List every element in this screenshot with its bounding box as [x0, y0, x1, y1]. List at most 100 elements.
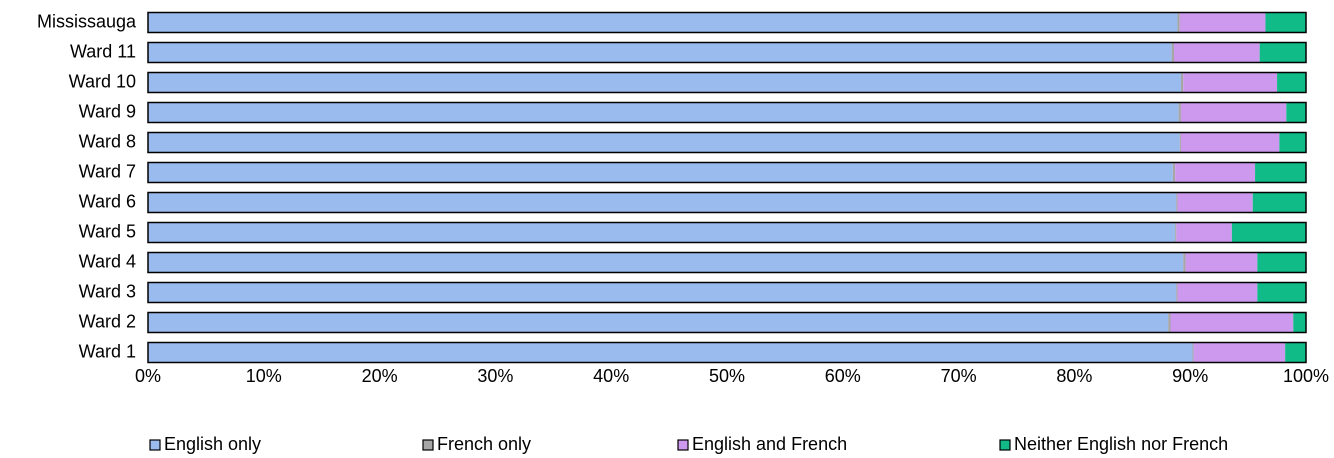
- x-tick-label: 10%: [246, 366, 282, 386]
- x-tick-label: 50%: [709, 366, 745, 386]
- bar-outline-ward-4: [147, 251, 1307, 274]
- bar-segment-ward-11-neither-english-nor-french: [1259, 42, 1306, 63]
- bars-layer: [147, 11, 1307, 364]
- bar-segment-ward-7-neither-english-nor-french: [1255, 162, 1306, 183]
- bar-segment-ward-2-french-only: [1168, 312, 1171, 333]
- legend-item-french-only: French only: [422, 434, 531, 454]
- bar-segment-ward-5-neither-english-nor-french: [1231, 222, 1306, 243]
- bar-segment-ward-7-french-only: [1172, 162, 1176, 183]
- x-tick-label: 0%: [135, 366, 161, 386]
- bar-segment-ward-3-french-only: [1176, 282, 1178, 303]
- bar-outline-ward-5: [147, 221, 1307, 244]
- legend-swatch-neither-english-nor-french: [999, 439, 1011, 451]
- legend-label-french-only: French only: [437, 434, 531, 454]
- category-label-ward-6: Ward 6: [79, 191, 136, 211]
- legend-label-neither-english-nor-french: Neither English nor French: [1014, 434, 1228, 454]
- bar-segment-ward-6-neither-english-nor-french: [1252, 192, 1306, 213]
- category-labels: Mississauga Ward 11 Ward 10 Ward 9 Ward 8 War…: [37, 11, 137, 361]
- bar-segment-ward-3-neither-english-nor-french: [1257, 282, 1306, 303]
- bar-segment-mississauga-english-and-french: [1179, 12, 1266, 33]
- category-label-ward-1: Ward 1: [79, 341, 136, 361]
- bar-segment-ward-1-english-and-french: [1193, 342, 1286, 363]
- bar-segment-ward-4-english-and-french: [1185, 252, 1258, 273]
- x-tick-label: 40%: [593, 366, 629, 386]
- bar-segment-ward-11-french-only: [1171, 42, 1174, 63]
- category-label-ward-10: Ward 10: [69, 71, 136, 91]
- bar-segment-ward-11-english-and-french: [1173, 42, 1260, 63]
- bar-segment-ward-3-english-only: [148, 282, 1177, 303]
- bar-outline-ward-11: [147, 41, 1307, 64]
- bar-segment-ward-10-french-only: [1180, 72, 1184, 93]
- bar-segment-ward-11-english-only: [148, 42, 1172, 63]
- bar-segment-ward-4-english-only: [148, 252, 1184, 273]
- category-label-ward-4: Ward 4: [79, 251, 136, 271]
- legend-item-english-only: English only: [149, 434, 261, 454]
- bar-segment-ward-4-neither-english-nor-french: [1257, 252, 1306, 273]
- bar-segment-ward-1-neither-english-nor-french: [1285, 342, 1306, 363]
- category-label-ward-2: Ward 2: [79, 311, 136, 331]
- bar-segment-ward-9-french-only: [1178, 102, 1181, 123]
- bar-segment-ward-10-english-only: [148, 72, 1181, 93]
- bar-outline-ward-2: [147, 311, 1307, 334]
- category-label-mississauga: Mississauga: [37, 11, 137, 31]
- bar-segment-ward-7-english-only: [148, 162, 1173, 183]
- bar-segment-ward-10-neither-english-nor-french: [1277, 72, 1306, 93]
- x-tick-label: 100%: [1283, 366, 1329, 386]
- bar-segment-ward-6-english-and-french: [1177, 192, 1253, 213]
- x-tick-label: 30%: [477, 366, 513, 386]
- category-label-ward-11: Ward 11: [70, 41, 136, 61]
- category-label-ward-8: Ward 8: [79, 131, 136, 151]
- bar-outline-ward-10: [147, 71, 1307, 94]
- category-label-ward-7: Ward 7: [79, 161, 136, 181]
- bar-segment-ward-9-english-and-french: [1180, 102, 1287, 123]
- bar-segment-ward-6-english-only: [148, 192, 1177, 213]
- bar-outline-ward-6: [147, 191, 1307, 214]
- bar-segment-ward-2-english-only: [148, 312, 1169, 333]
- legend-item-english-and-french: English and French: [677, 434, 847, 454]
- bar-segment-ward-5-french-only: [1175, 222, 1177, 243]
- legend-label-english-and-french: English and French: [692, 434, 847, 454]
- bar-outline-mississauga: [147, 11, 1307, 34]
- bar-segment-ward-7-english-and-french: [1175, 162, 1256, 183]
- bar-outline-ward-7: [147, 161, 1307, 184]
- bar-segment-ward-1-french-only: [1192, 342, 1194, 363]
- x-tick-label: 80%: [1056, 366, 1092, 386]
- legend-item-neither-english-nor-french: Neither English nor French: [999, 434, 1228, 454]
- legend-swatch-english-only: [149, 439, 161, 451]
- legend-swatch-english-and-french: [677, 439, 689, 451]
- bar-segment-ward-8-neither-english-nor-french: [1279, 132, 1306, 153]
- bar-outline-ward-3: [147, 281, 1307, 304]
- x-tick-label: 60%: [825, 366, 861, 386]
- bar-segment-ward-6-french-only: [1176, 192, 1178, 213]
- legend: English only French only English and Frenc…: [149, 434, 1228, 454]
- legend-swatch-french-only: [422, 439, 434, 451]
- bar-segment-mississauga-french-only: [1177, 12, 1180, 33]
- bar-segment-ward-3-english-and-french: [1177, 282, 1258, 303]
- x-axis-tick-labels: 0% 10% 20% 30% 40% 50% 60% 70% 80% 90% 100%: [135, 366, 1329, 386]
- category-label-ward-9: Ward 9: [79, 101, 136, 121]
- bar-outline-ward-1: [147, 341, 1307, 364]
- category-label-ward-3: Ward 3: [79, 281, 136, 301]
- x-tick-label: 70%: [941, 366, 977, 386]
- bar-segment-ward-4-french-only: [1183, 252, 1186, 273]
- category-label-ward-5: Ward 5: [79, 221, 136, 241]
- x-tick-label: 20%: [362, 366, 398, 386]
- bar-segment-ward-5-english-only: [148, 222, 1176, 243]
- bar-segment-mississauga-english-only: [148, 12, 1178, 33]
- bar-segment-ward-2-english-and-french: [1170, 312, 1294, 333]
- bar-segment-ward-8-english-and-french: [1180, 132, 1280, 153]
- bar-segment-mississauga-neither-english-nor-french: [1265, 12, 1306, 33]
- legend-label-english-only: English only: [164, 434, 261, 454]
- bar-segment-ward-5-english-and-french: [1176, 222, 1232, 243]
- bar-segment-ward-8-english-only: [148, 132, 1180, 153]
- bar-segment-ward-1-english-only: [148, 342, 1193, 363]
- x-tick-label: 90%: [1172, 366, 1208, 386]
- bar-outline-ward-9: [147, 101, 1307, 124]
- bar-segment-ward-10-english-and-french: [1183, 72, 1278, 93]
- bar-segment-ward-9-neither-english-nor-french: [1286, 102, 1306, 123]
- bar-segment-ward-9-english-only: [148, 102, 1179, 123]
- bar-segment-ward-8-french-only: [1179, 132, 1181, 153]
- bar-segment-ward-2-neither-english-nor-french: [1293, 312, 1306, 333]
